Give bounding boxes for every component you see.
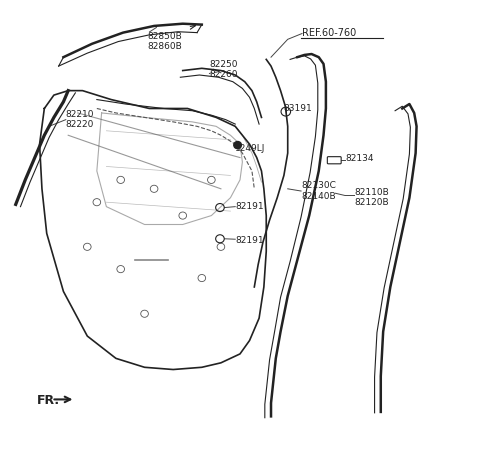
Circle shape	[234, 141, 241, 149]
Text: 83191: 83191	[283, 104, 312, 113]
Text: FR.: FR.	[37, 394, 60, 407]
Text: 82250
82260: 82250 82260	[209, 60, 238, 79]
FancyBboxPatch shape	[327, 157, 341, 164]
Text: 82191: 82191	[235, 236, 264, 245]
Text: REF.60-760: REF.60-760	[302, 28, 356, 38]
Text: 82850B
82860B: 82850B 82860B	[147, 32, 182, 51]
Text: 82134: 82134	[345, 154, 373, 163]
Text: 82110B
82120B: 82110B 82120B	[355, 188, 389, 207]
Text: 82210
82220: 82210 82220	[66, 110, 94, 129]
Text: 1249LJ: 1249LJ	[235, 144, 265, 153]
Text: 82130C
82140B: 82130C 82140B	[301, 181, 336, 201]
Text: 82191: 82191	[235, 202, 264, 211]
